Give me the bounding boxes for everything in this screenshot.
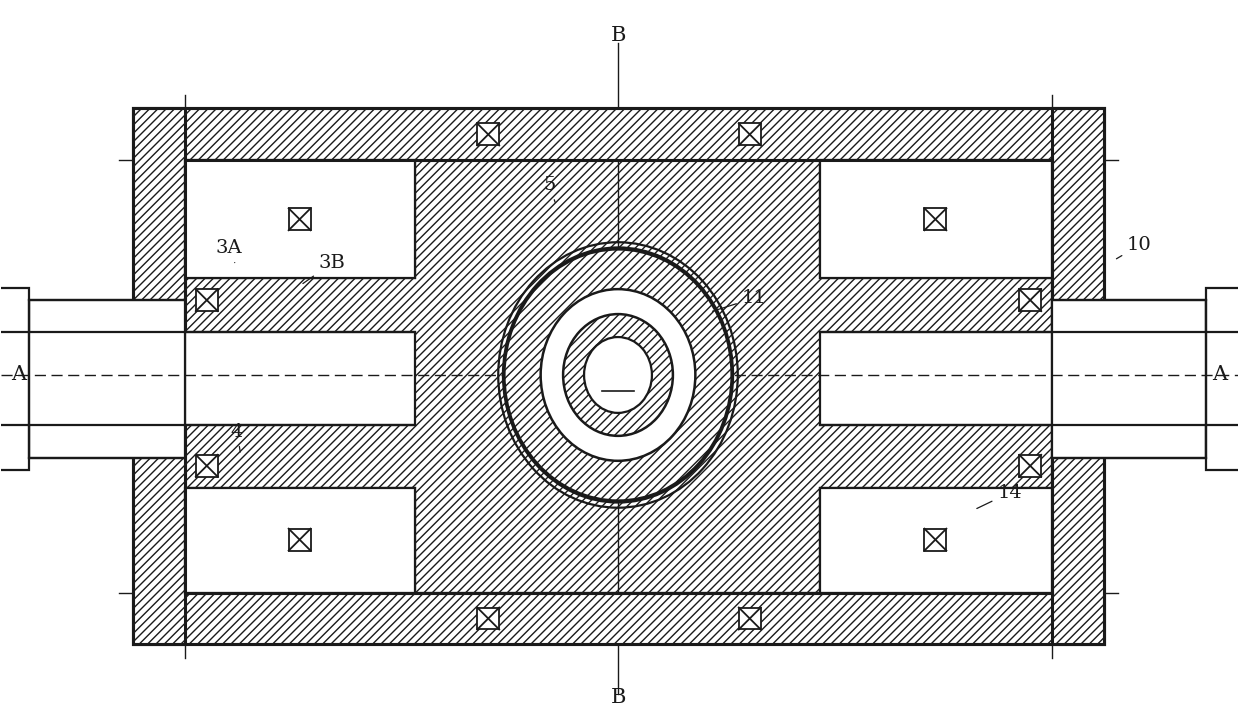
Ellipse shape xyxy=(503,248,732,502)
Text: 3A: 3A xyxy=(216,239,243,263)
Bar xyxy=(133,109,1104,161)
Bar xyxy=(133,109,185,644)
Bar xyxy=(924,529,947,551)
Text: 4: 4 xyxy=(230,423,243,452)
Bar xyxy=(1020,455,1041,477)
Bar xyxy=(30,332,180,425)
Ellipse shape xyxy=(504,249,732,501)
Text: 5: 5 xyxy=(543,177,555,202)
Bar xyxy=(289,529,311,551)
Bar xyxy=(1052,109,1104,644)
Bar xyxy=(133,592,1104,644)
Bar xyxy=(738,607,761,629)
Bar xyxy=(30,300,185,458)
Bar xyxy=(477,607,499,629)
Text: 14: 14 xyxy=(976,484,1022,508)
Text: A: A xyxy=(11,366,27,384)
Bar xyxy=(738,124,761,146)
Text: 12: 12 xyxy=(605,371,632,390)
Bar xyxy=(924,209,947,230)
Bar xyxy=(1206,288,1239,470)
Bar xyxy=(185,161,415,278)
Bar xyxy=(185,332,415,425)
Text: B: B xyxy=(611,688,626,707)
Bar xyxy=(196,455,218,477)
Bar xyxy=(477,124,499,146)
Ellipse shape xyxy=(563,314,673,436)
Bar xyxy=(820,332,1052,425)
Text: 3B: 3B xyxy=(302,254,346,284)
Text: B: B xyxy=(611,26,626,45)
Text: 11: 11 xyxy=(712,289,767,311)
Bar xyxy=(820,161,1052,278)
Bar xyxy=(289,209,311,230)
Bar xyxy=(1052,300,1206,458)
Bar xyxy=(820,488,1052,592)
Ellipse shape xyxy=(540,289,695,460)
Bar xyxy=(0,288,30,470)
Bar xyxy=(1057,332,1206,425)
Bar xyxy=(196,289,218,311)
Bar xyxy=(133,109,1104,644)
Polygon shape xyxy=(185,161,1052,592)
Ellipse shape xyxy=(584,337,652,413)
Bar xyxy=(1020,289,1041,311)
Bar xyxy=(185,488,415,592)
Text: A: A xyxy=(1212,366,1228,384)
Text: 10: 10 xyxy=(1116,236,1152,258)
